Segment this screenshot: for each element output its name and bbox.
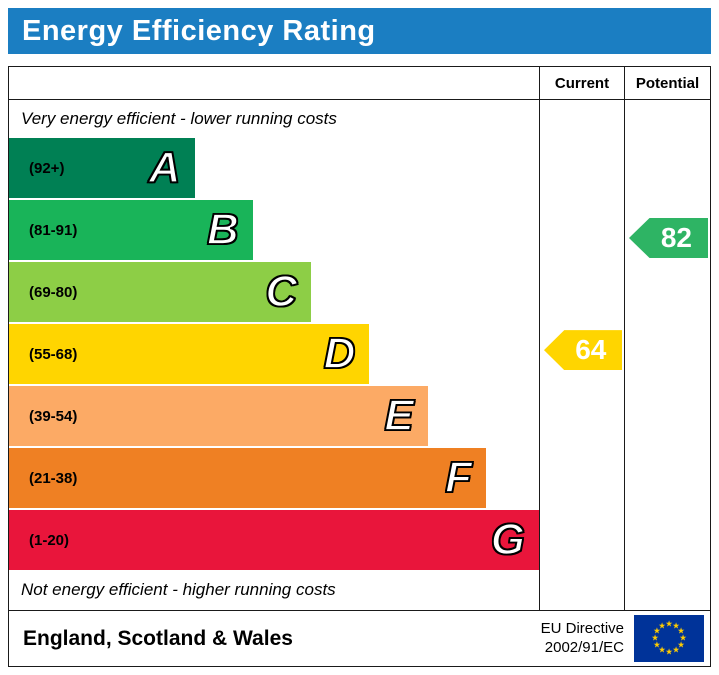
- potential-rating-value: 82: [660, 222, 692, 253]
- svg-text:★: ★: [653, 627, 661, 637]
- svg-text:★: ★: [665, 620, 673, 630]
- bottom-note: Not energy efficient - higher running co…: [21, 580, 336, 599]
- top-note: Very energy efficient - lower running co…: [21, 109, 337, 128]
- title-bar: Energy Efficiency Rating: [8, 8, 711, 54]
- band-row-f: (21-38) F: [9, 448, 486, 508]
- band-letter: C: [264, 267, 298, 316]
- eu-flag-icon: ★ ★ ★ ★ ★ ★ ★ ★ ★ ★ ★ ★: [634, 615, 704, 662]
- svg-text:★: ★: [658, 646, 666, 656]
- region-label: England, Scotland & Wales: [23, 626, 293, 650]
- potential-column: 82: [624, 100, 710, 610]
- eu-directive-text: EU Directive 2002/91/EC: [541, 620, 634, 658]
- svg-text:★: ★: [677, 627, 685, 637]
- potential-column-header: Potential: [624, 67, 710, 100]
- band-row-e: (39-54) E: [9, 386, 428, 446]
- footer: England, Scotland & Wales EU Directive 2…: [9, 610, 710, 666]
- svg-text:★: ★: [672, 621, 680, 631]
- svg-text:★: ★: [653, 641, 661, 651]
- band-range: (69-80): [29, 283, 78, 301]
- potential-arrow: 82: [629, 218, 708, 258]
- band-letter: E: [383, 391, 414, 440]
- svg-text:★: ★: [665, 648, 673, 658]
- band-range: (1-20): [29, 531, 70, 549]
- band-letter: F: [444, 453, 473, 502]
- chart-frame: Current Potential Very energy efficient …: [8, 66, 711, 667]
- band-range: (39-54): [29, 407, 78, 425]
- band-range: (81-91): [29, 221, 78, 239]
- band-row-c: (69-80) C: [9, 262, 312, 322]
- band-row-a: (92+) A: [9, 138, 195, 198]
- band-row-b: (81-91) B: [9, 200, 253, 260]
- current-column: 64: [539, 100, 624, 610]
- current-rating-value: 64: [575, 334, 607, 366]
- eu-directive-line2: 2002/91/EC: [544, 638, 624, 656]
- band-letter: B: [206, 205, 240, 254]
- page-title: Energy Efficiency Rating: [22, 14, 376, 47]
- band-range: (55-68): [29, 345, 78, 363]
- current-arrow: 64: [544, 330, 622, 371]
- bands-area: Very energy efficient - lower running co…: [9, 100, 539, 610]
- band-range: (92+): [29, 159, 65, 177]
- band-row-d: (55-68) D: [9, 324, 370, 384]
- current-column-header: Current: [539, 67, 624, 100]
- band-range: (21-38): [29, 469, 78, 487]
- band-row-g: (1-20) G: [9, 510, 539, 570]
- band-letter: G: [490, 515, 526, 564]
- chart-grid: Current Potential Very energy efficient …: [9, 67, 710, 610]
- svg-text:★: ★: [658, 621, 666, 631]
- svg-text:★: ★: [677, 641, 685, 651]
- header-spacer: [9, 67, 539, 100]
- svg-text:★: ★: [651, 634, 659, 644]
- eu-directive-line1: EU Directive: [540, 619, 624, 637]
- svg-text:★: ★: [679, 634, 687, 644]
- band-letter: A: [148, 143, 182, 192]
- band-letter: D: [323, 329, 357, 378]
- svg-text:★: ★: [672, 646, 680, 656]
